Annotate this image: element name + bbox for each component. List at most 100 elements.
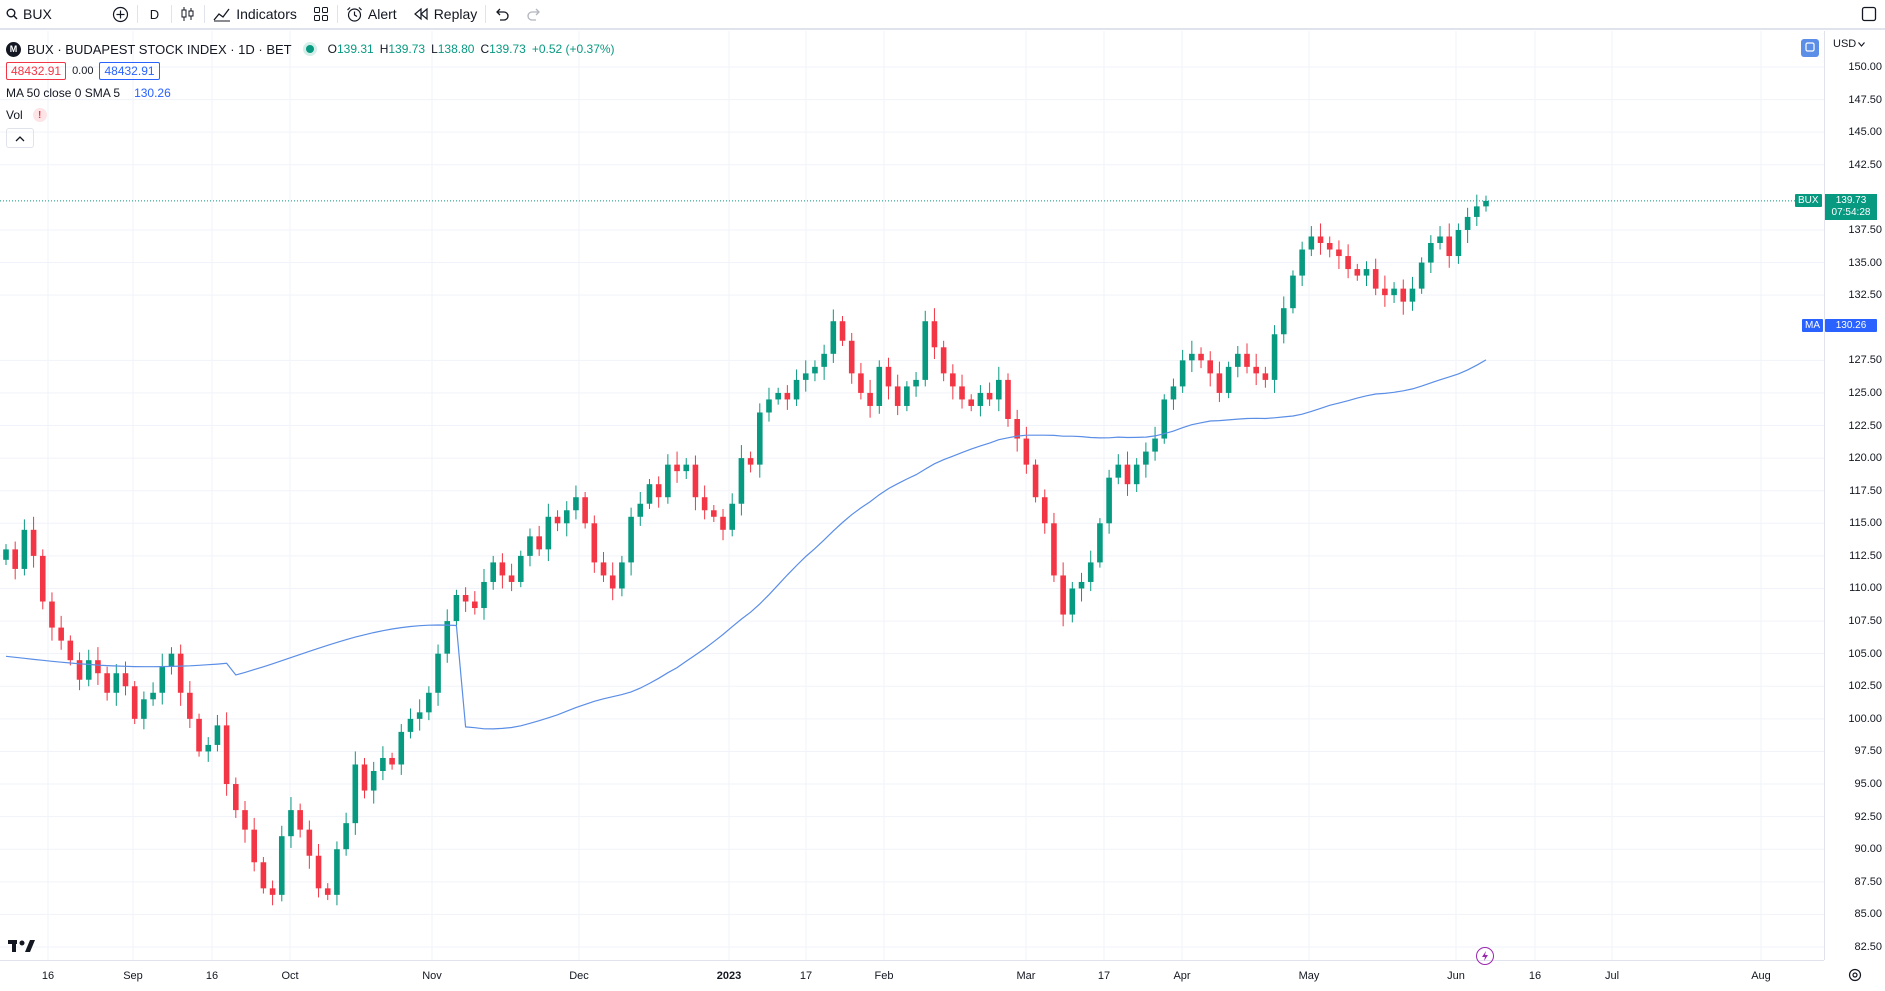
compare-symbol-button[interactable] [104, 0, 137, 28]
toolbar-divider [204, 5, 206, 23]
candle-body [508, 575, 515, 582]
candle-body [1428, 243, 1434, 263]
candle-body [554, 516, 561, 524]
candle-body [904, 386, 910, 406]
candle-body [573, 497, 579, 511]
candle-body [1455, 229, 1462, 257]
alarm-clock-icon [346, 6, 363, 23]
time-tick-label: Jun [1447, 970, 1465, 982]
gear-icon[interactable] [1848, 968, 1862, 987]
redo-button[interactable] [518, 0, 550, 28]
time-axis[interactable]: 16 Sep 16 Oct Nov Dec 2023 17 Feb Mar 17 Apr May Jun 1… [0, 960, 1824, 991]
tradingview-logo[interactable] [8, 938, 36, 959]
candle-body [3, 549, 9, 560]
toolbar-divider [485, 5, 487, 23]
candle-body [205, 744, 212, 752]
time-tick-label: May [1298, 970, 1320, 982]
symbol-price-tag-label: BUX [1795, 194, 1822, 207]
candle-body [1437, 236, 1443, 243]
open-value: 139.31 [336, 42, 374, 56]
sell-price-button[interactable]: 48432.91 [6, 62, 67, 80]
candle-body [95, 660, 101, 674]
price-tick-label: 105.00 [1848, 647, 1882, 660]
candle-body [315, 855, 322, 889]
candle-body [12, 549, 18, 569]
candle-body [646, 484, 653, 504]
candle-body [931, 321, 938, 348]
candle-body [49, 601, 55, 628]
candle-body [720, 516, 726, 530]
volume-legend-row[interactable]: Vol ! [6, 104, 615, 126]
candle-body [1446, 236, 1453, 257]
interval-button[interactable]: D [138, 0, 171, 28]
auto-scale-button[interactable] [1801, 39, 1819, 57]
candle-body [168, 653, 175, 667]
candle-body [104, 673, 110, 693]
time-tick-label: 16 [41, 970, 55, 982]
lightning-icon[interactable] [1476, 947, 1494, 965]
fullscreen-button[interactable] [1853, 0, 1885, 28]
price-chart[interactable] [0, 31, 1824, 960]
spread-value: 0.00 [72, 65, 94, 77]
candle-body [1326, 243, 1333, 250]
buy-price-button[interactable]: 48432.91 [99, 62, 160, 80]
time-tick-label: 16 [1528, 970, 1542, 982]
candle-body [1106, 477, 1112, 524]
interval-label: D [149, 6, 160, 22]
candle-body [426, 692, 432, 713]
chart-pane[interactable] [0, 31, 1824, 960]
ohlc-values: O139.31 H139.73 L138.80 C139.73 +0.52 (+… [328, 42, 615, 56]
time-tick-label: 17 [799, 970, 813, 982]
candle-body [1271, 334, 1278, 380]
candle-body [444, 621, 451, 654]
candle-body [1225, 366, 1232, 393]
alert-label: Alert [367, 6, 397, 22]
candle-body [1363, 269, 1370, 276]
candle-body [187, 692, 193, 719]
indicators-button[interactable]: Indicators [205, 0, 305, 28]
price-tick-label: 127.50 [1848, 354, 1882, 367]
candle-body [1299, 249, 1305, 276]
candle-body [407, 718, 414, 732]
series-legend-row[interactable]: M BUX · BUDAPEST STOCK INDEX · 1D · BET … [6, 38, 615, 60]
candle-body [609, 575, 616, 589]
search-icon [6, 8, 18, 20]
candle-body [775, 392, 781, 400]
candle-body [995, 379, 1002, 400]
price-tick-label: 92.50 [1854, 810, 1882, 823]
candle-body [600, 562, 607, 576]
price-tick-label: 117.50 [1849, 484, 1882, 497]
candle-body [1032, 464, 1039, 498]
candle-body [39, 555, 46, 602]
candle-body [416, 712, 423, 719]
ma-legend-row[interactable]: MA 50 close 0 SMA 5 130.26 [6, 82, 615, 104]
candle-body [67, 640, 74, 661]
layout-templates-button[interactable] [305, 0, 337, 28]
candle-body [986, 392, 993, 400]
replay-button[interactable]: Replay [405, 0, 486, 28]
candle-body [131, 686, 138, 719]
symbol-search[interactable]: BUX [0, 0, 60, 28]
candle-body [1207, 360, 1214, 374]
low-value: 138.80 [437, 42, 475, 56]
candle-body [894, 386, 901, 406]
price-tick-label: 100.00 [1848, 712, 1882, 725]
price-tick-label: 90.00 [1854, 843, 1882, 856]
price-axis[interactable]: USD 150.00 147.50 145.00 142.50 137.50 135.00… [1824, 31, 1885, 960]
bar-countdown: 07:54:28 [1831, 207, 1871, 218]
candle-body [1087, 562, 1094, 582]
price-tick-label: 125.00 [1848, 386, 1882, 399]
toolbar-divider [336, 5, 338, 23]
alert-button[interactable]: Alert [338, 0, 405, 28]
candle-body [260, 862, 267, 889]
candle-body [885, 366, 892, 387]
candle-body [223, 725, 230, 785]
candle-body [334, 849, 340, 895]
chart-type-button[interactable] [172, 0, 204, 28]
undo-button[interactable] [486, 0, 518, 28]
collapse-legend-button[interactable] [6, 128, 34, 148]
currency-selector[interactable]: USD [1833, 38, 1866, 50]
price-tick-label: 112.50 [1849, 549, 1882, 562]
toolbar-divider [171, 5, 173, 23]
price-tick-label: 107.50 [1848, 615, 1882, 628]
